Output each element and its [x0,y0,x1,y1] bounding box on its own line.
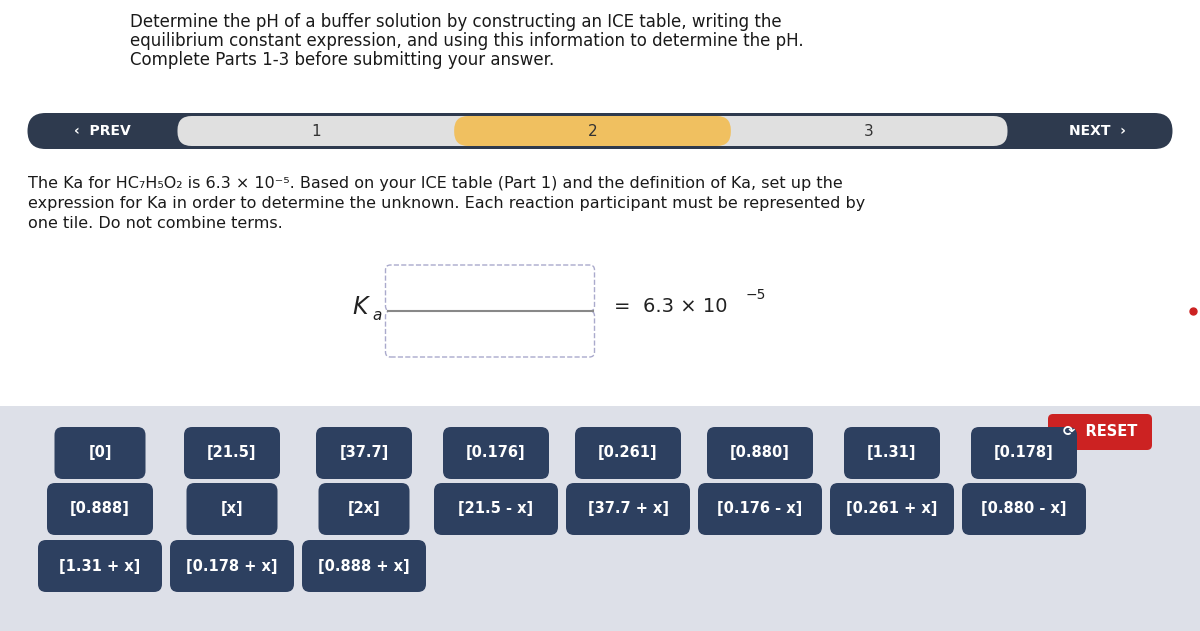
FancyBboxPatch shape [54,427,145,479]
Text: [37.7]: [37.7] [340,445,389,461]
Text: NEXT  ›: NEXT › [1069,124,1126,138]
FancyBboxPatch shape [962,483,1086,535]
FancyBboxPatch shape [0,406,1200,631]
FancyBboxPatch shape [318,483,409,535]
Text: one tile. Do not combine terms.: one tile. Do not combine terms. [28,216,283,231]
FancyBboxPatch shape [698,483,822,535]
Text: [0.178 + x]: [0.178 + x] [186,558,277,574]
Text: 3: 3 [864,124,874,138]
FancyBboxPatch shape [28,113,1172,149]
FancyBboxPatch shape [971,427,1078,479]
Text: Determine the pH of a buffer solution by constructing an ICE table, writing the: Determine the pH of a buffer solution by… [130,13,781,31]
FancyBboxPatch shape [707,427,814,479]
Text: The Ka for HC₇H₅O₂ is 6.3 × 10⁻⁵. Based on your ICE table (Part 1) and the defin: The Ka for HC₇H₅O₂ is 6.3 × 10⁻⁵. Based … [28,176,842,191]
FancyBboxPatch shape [302,540,426,592]
FancyBboxPatch shape [316,427,412,479]
Text: =  6.3 × 10: = 6.3 × 10 [614,297,728,317]
FancyBboxPatch shape [844,427,940,479]
FancyBboxPatch shape [178,116,1008,146]
FancyBboxPatch shape [184,427,280,479]
FancyBboxPatch shape [385,311,594,357]
Text: [21.5 - x]: [21.5 - x] [458,502,534,517]
FancyBboxPatch shape [1048,414,1152,450]
FancyBboxPatch shape [575,427,682,479]
FancyBboxPatch shape [830,483,954,535]
Text: a: a [372,309,382,324]
Text: Complete Parts 1-3 before submitting your answer.: Complete Parts 1-3 before submitting you… [130,51,554,69]
FancyBboxPatch shape [566,483,690,535]
Text: [1.31]: [1.31] [868,445,917,461]
Text: [x]: [x] [221,502,244,517]
Text: [0.261 + x]: [0.261 + x] [846,502,937,517]
Text: 1: 1 [311,124,320,138]
FancyBboxPatch shape [434,483,558,535]
Text: 2: 2 [588,124,598,138]
FancyBboxPatch shape [186,483,277,535]
Text: [1.31 + x]: [1.31 + x] [59,558,140,574]
Text: [0.880 - x]: [0.880 - x] [982,502,1067,517]
FancyBboxPatch shape [454,116,731,146]
Text: equilibrium constant expression, and using this information to determine the pH.: equilibrium constant expression, and usi… [130,32,804,50]
FancyBboxPatch shape [443,427,550,479]
Text: [0.261]: [0.261] [598,445,658,461]
Text: =: = [388,295,407,319]
FancyBboxPatch shape [385,265,594,311]
Text: [0.888]: [0.888] [70,502,130,517]
Text: −5: −5 [745,288,766,302]
Text: [0.880]: [0.880] [730,445,790,461]
Text: [0.888 + x]: [0.888 + x] [318,558,410,574]
Text: [37.7 + x]: [37.7 + x] [588,502,668,517]
Text: K: K [352,295,367,319]
Text: ‹  PREV: ‹ PREV [74,124,131,138]
FancyBboxPatch shape [170,540,294,592]
Text: [0.176 - x]: [0.176 - x] [718,502,803,517]
FancyBboxPatch shape [47,483,154,535]
Text: ⟳  RESET: ⟳ RESET [1063,425,1138,440]
FancyBboxPatch shape [38,540,162,592]
Text: [0]: [0] [89,445,112,461]
Text: [0.176]: [0.176] [466,445,526,461]
Text: [0.178]: [0.178] [994,445,1054,461]
Text: [2x]: [2x] [348,502,380,517]
Text: expression for Ka in order to determine the unknown. Each reaction participant m: expression for Ka in order to determine … [28,196,865,211]
Text: [21.5]: [21.5] [208,445,257,461]
